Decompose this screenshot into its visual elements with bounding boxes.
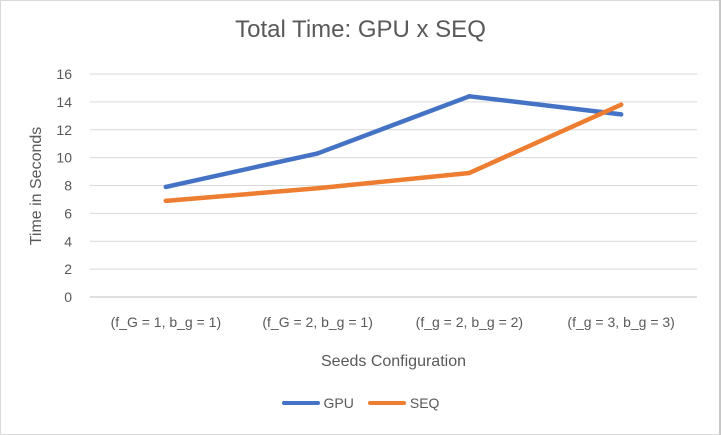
legend-entry-gpu: GPU — [281, 395, 354, 411]
y-tick-label: 10 — [56, 150, 72, 166]
legend: GPU SEQ — [0, 395, 721, 411]
legend-label-seq: SEQ — [409, 395, 440, 411]
y-tick-label: 6 — [64, 205, 72, 221]
data-point-gpu — [467, 94, 472, 99]
y-tick-label: 16 — [56, 66, 72, 82]
series-line-seq — [163, 102, 624, 204]
chart-title: Total Time: GPU x SEQ — [235, 16, 486, 43]
data-point-gpu — [315, 151, 320, 156]
legend-swatch-gpu — [281, 401, 320, 405]
x-tick-label: (f_G = 2, b_g = 1) — [262, 314, 373, 330]
data-point-gpu — [618, 112, 624, 117]
x-tick-label: (f_G = 1, b_g = 1) — [111, 314, 222, 330]
legend-entry-seq: SEQ — [367, 395, 440, 411]
series-line-gpu — [163, 94, 624, 190]
y-tick-label: 0 — [64, 289, 72, 305]
data-point-seq — [315, 186, 320, 191]
x-tick-label: (f_g = 2, b_g = 2) — [416, 314, 523, 330]
y-tick-label: 8 — [64, 178, 72, 194]
data-point-seq — [467, 170, 472, 176]
y-tick-label: 12 — [56, 122, 72, 138]
x-tick-label: (f_g = 3, b_g = 3) — [567, 314, 674, 330]
window-edge — [719, 0, 721, 435]
x-axis-title: Seeds Configuration — [321, 353, 466, 370]
legend-label-gpu: GPU — [323, 395, 354, 411]
y-tick-label: 4 — [64, 233, 72, 249]
y-tick-label: 14 — [56, 94, 72, 110]
data-point-seq — [618, 102, 624, 107]
data-point-gpu — [163, 184, 169, 190]
y-tick-label: 2 — [64, 261, 72, 277]
legend-swatch-seq — [367, 401, 406, 405]
data-point-seq — [163, 198, 169, 204]
